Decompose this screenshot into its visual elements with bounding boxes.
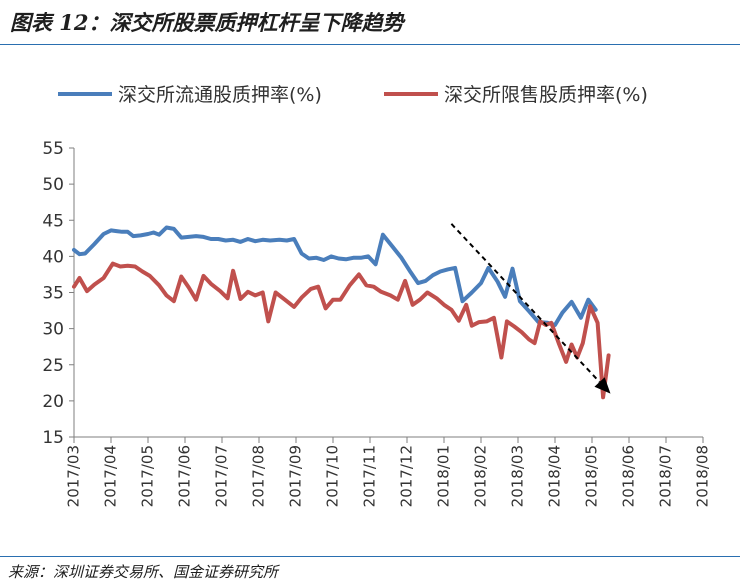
source-rule [0, 556, 740, 557]
y-axis: 15 20 25 30 35 40 45 50 55 [42, 139, 75, 448]
legend-label-2: 深交所限售股质押率(%) [444, 84, 648, 106]
x-tick-label: 2018/06 [620, 445, 638, 507]
series-line-2 [72, 261, 611, 400]
x-tick-label: 2017/06 [176, 445, 194, 507]
y-tick-label: 40 [42, 247, 64, 267]
y-tick-label: 30 [42, 320, 64, 340]
x-tick-label: 2017/05 [139, 445, 157, 507]
x-tick-label: 2017/07 [213, 445, 231, 507]
x-tick-label: 2017/10 [324, 445, 342, 507]
trend-arrow-head [594, 377, 611, 394]
y-tick-label: 55 [42, 139, 64, 159]
y-tick-label: 20 [42, 392, 64, 412]
y-tick-label: 25 [42, 356, 64, 376]
x-tick-label: 2018/04 [546, 445, 564, 507]
y-tick-label: 35 [42, 284, 64, 304]
line-chart: 深交所流通股质押率(%) 深交所限售股质押率(%) 15 20 25 30 35 40 45 5… [42, 84, 712, 507]
y-tick-label: 15 [42, 428, 64, 448]
x-tick-label: 2018/02 [472, 445, 490, 507]
annotation-layer [450, 223, 611, 394]
y-tick-label: 50 [42, 175, 64, 195]
x-tick-label: 2018/05 [583, 445, 601, 507]
series-line-1 [72, 225, 598, 327]
x-tick-label: 2017/03 [65, 445, 83, 507]
x-tick-label: 2017/09 [287, 445, 305, 507]
trend-arrow-line [450, 223, 601, 383]
x-tick-label: 2018/03 [509, 445, 527, 507]
legend: 深交所流通股质押率(%) 深交所限售股质押率(%) [58, 84, 648, 106]
y-tick-label: 45 [42, 211, 64, 231]
x-tick-label: 2017/04 [102, 445, 120, 507]
title-rule [0, 44, 740, 45]
legend-label-1: 深交所流通股质押率(%) [118, 84, 322, 106]
x-tick-label: 2017/11 [361, 445, 379, 507]
source-note: 来源：深圳证券交易所、国金证券研究所 [8, 563, 279, 581]
x-tick-label: 2018/01 [435, 445, 453, 507]
figure-title: 图表 12：深交所股票质押杠杆呈下降趋势 [10, 10, 404, 35]
x-tick-label: 2018/08 [694, 445, 712, 507]
series-layer [72, 225, 611, 400]
x-axis: 2017/03 2017/04 2017/05 2017/06 2017/07 2017/… [65, 436, 712, 507]
x-tick-label: 2017/12 [398, 445, 416, 507]
x-tick-label: 2017/08 [250, 445, 268, 507]
x-tick-label: 2018/07 [657, 445, 675, 507]
